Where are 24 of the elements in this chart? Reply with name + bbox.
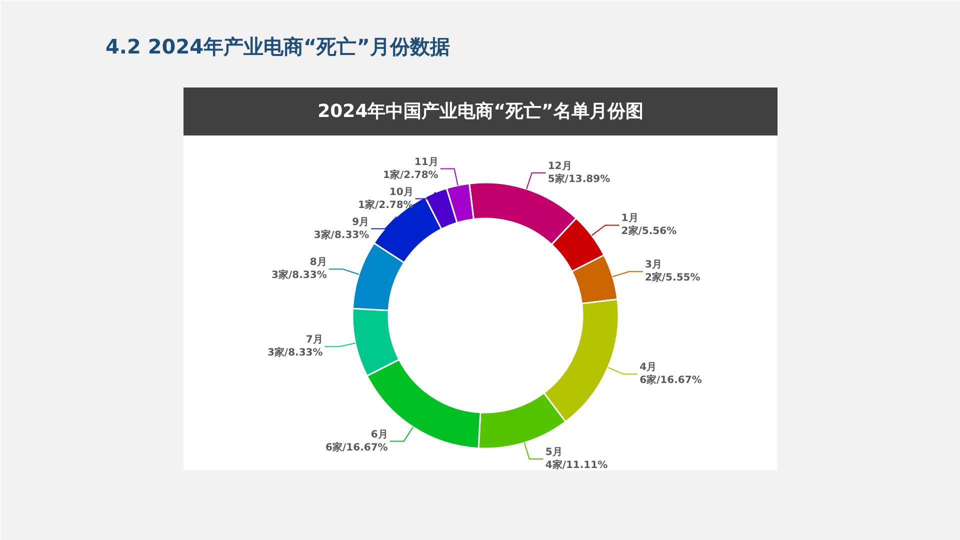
slice-label: 12月 — [548, 160, 572, 172]
slice-label: 1月 — [621, 213, 638, 224]
slice-label: 7月 — [306, 334, 323, 346]
data-label: 5家/13.89% — [548, 172, 610, 185]
data-label: 6家/16.67% — [640, 374, 702, 386]
data-label: 3家/8.33% — [314, 228, 370, 241]
data-label: 2家/5.55% — [644, 272, 700, 284]
slice-label: 9月 — [352, 216, 370, 228]
data-label: 2家/5.56% — [621, 225, 677, 238]
slice-label: 11月 — [414, 156, 438, 168]
data-label: 1家/2.78% — [383, 168, 438, 181]
data-label: 3家/8.33% — [272, 269, 327, 282]
slice-label: 4月 — [640, 362, 657, 374]
data-label: 1家/2.78% — [358, 198, 414, 211]
chart-subtitle: 2024年中国产业电商“死亡”名单月份图 — [318, 101, 644, 122]
slice-label: 3月 — [644, 260, 662, 271]
data-label: 6家/16.67% — [326, 441, 388, 454]
slice-label: 8月 — [310, 257, 327, 268]
slice-label: 6月 — [370, 429, 388, 440]
slice-label: 10月 — [389, 186, 414, 198]
data-label: 3家/8.33% — [267, 346, 323, 359]
data-label: 4家/11.11% — [545, 458, 608, 471]
chart-title: 4.2 2024年产业电商“死亡”月份数据 — [106, 34, 450, 58]
slice-label: 5月 — [545, 446, 562, 458]
